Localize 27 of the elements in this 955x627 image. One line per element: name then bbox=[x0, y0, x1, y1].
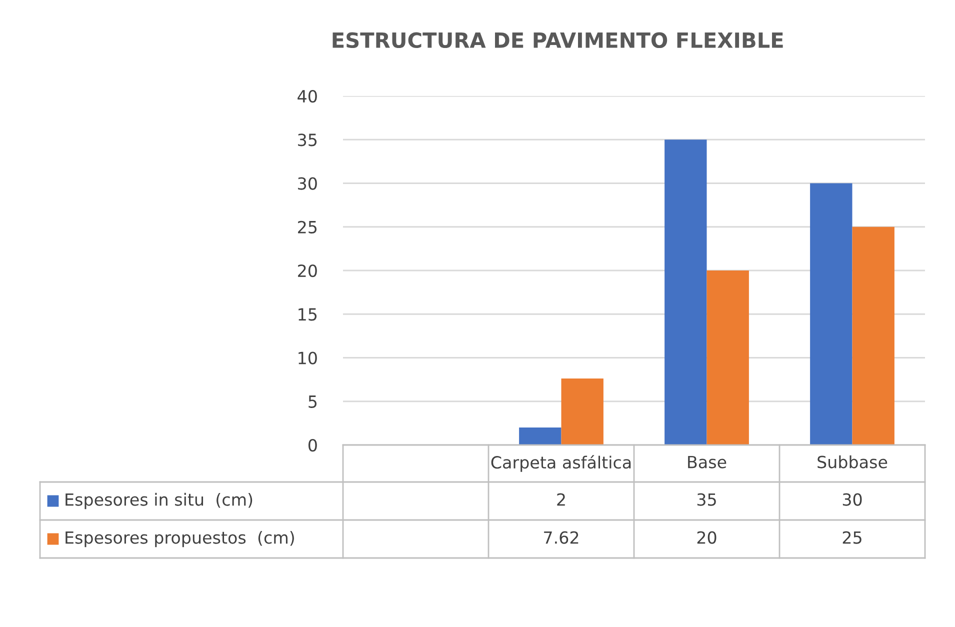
y-tick-label: 35 bbox=[298, 134, 317, 146]
bar bbox=[706, 270, 749, 445]
y-tick-label: 30 bbox=[298, 177, 317, 190]
data-label: 35 bbox=[697, 493, 716, 506]
y-tick-label: 5 bbox=[308, 396, 317, 408]
data-label: 2 bbox=[557, 493, 565, 506]
x-tick-label: Carpeta asfáltica bbox=[491, 455, 631, 472]
y-tick-label: 0 bbox=[308, 438, 317, 452]
y-tick-label: 15 bbox=[298, 308, 317, 321]
y-tick-label: 10 bbox=[298, 352, 317, 364]
data-label: 20 bbox=[697, 531, 716, 544]
data-label: 25 bbox=[842, 531, 862, 544]
chart-title: ESTRUCTURA DE PAVIMENTO FLEXIBLE bbox=[332, 32, 783, 48]
y-tick-label: 25 bbox=[298, 220, 317, 234]
data-label: 30 bbox=[842, 493, 862, 506]
bar bbox=[810, 183, 852, 445]
bar bbox=[519, 428, 562, 445]
data-label: 7.62 bbox=[544, 531, 578, 544]
x-tick-label: Base bbox=[688, 456, 726, 468]
legend-label: Espesores in situ (cm) bbox=[66, 492, 252, 510]
legend-label: Espesores propuestos (cm) bbox=[66, 530, 294, 548]
y-tick-label: 40 bbox=[298, 90, 317, 103]
bar bbox=[664, 140, 707, 445]
x-tick-label: Subbase bbox=[818, 455, 888, 468]
y-tick-label: 20 bbox=[298, 264, 317, 278]
bar bbox=[852, 226, 894, 445]
bar bbox=[561, 378, 604, 445]
